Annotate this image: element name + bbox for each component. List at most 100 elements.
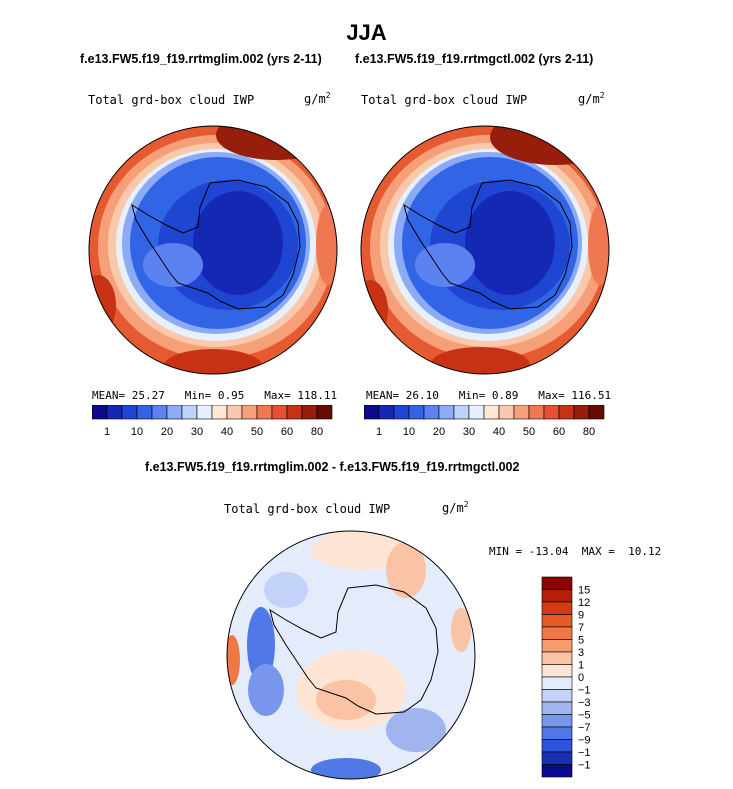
left-colorbar-label: 20 bbox=[161, 426, 173, 438]
diff-colorbar-box bbox=[541, 601, 573, 615]
diff-colorbar-box bbox=[541, 589, 573, 603]
diff-case-title: f.e13.FW5.f19_f19.rrtmglim.002 - f.e13.F… bbox=[145, 460, 520, 474]
left-colorbar-box bbox=[106, 405, 123, 420]
left-colorbar-box bbox=[286, 405, 303, 420]
right-colorbar-label: 1 bbox=[376, 426, 382, 438]
diff-colorbar-box bbox=[541, 664, 573, 678]
diff-colorbar-label: 12 bbox=[578, 597, 590, 609]
diff-colorbar-label: −12 bbox=[578, 747, 590, 759]
left-colorbar-label: 60 bbox=[281, 426, 293, 438]
right-colorbar: 1 10 20 30 40 50 60 80 bbox=[364, 405, 605, 438]
right-colorbar-box bbox=[588, 405, 605, 420]
right-colorbar-box bbox=[364, 405, 380, 420]
antarctica-coastline bbox=[403, 179, 573, 310]
left-colorbar-label: 50 bbox=[251, 426, 263, 438]
diff-variable-title: Total grd-box cloud IWP bbox=[224, 502, 391, 516]
diff-colorbar-box bbox=[541, 576, 573, 590]
right-colorbar-label: 50 bbox=[523, 426, 535, 438]
left-variable-title: Total grd-box cloud IWP bbox=[88, 93, 255, 107]
left-stats: MEAN= 25.27 Min= 0.95 Max= 118.11 bbox=[92, 389, 338, 402]
diff-colorbar-box bbox=[541, 626, 573, 640]
diff-map bbox=[226, 530, 476, 780]
right-colorbar-box bbox=[528, 405, 545, 420]
antarctica-coastline bbox=[269, 584, 439, 715]
left-colorbar-box bbox=[181, 405, 198, 420]
right-colorbar-box bbox=[468, 405, 485, 420]
right-colorbar-box bbox=[438, 405, 455, 420]
diff-colorbar-label: −15 bbox=[578, 760, 590, 772]
diff-colorbar-box bbox=[541, 639, 573, 653]
left-colorbar-box bbox=[316, 405, 333, 420]
left-colorbar-label: 30 bbox=[191, 426, 203, 438]
right-colorbar-box bbox=[498, 405, 515, 420]
right-units: g/m2 bbox=[578, 91, 605, 106]
diff-colorbar-box bbox=[541, 726, 573, 740]
right-variable-title: Total grd-box cloud IWP bbox=[361, 93, 528, 107]
left-colorbar-box bbox=[151, 405, 168, 420]
diff-colorbar-label: 15 bbox=[578, 585, 590, 597]
left-colorbar-label: 10 bbox=[131, 426, 143, 438]
diff-units: g/m2 bbox=[442, 500, 469, 515]
right-map bbox=[360, 125, 610, 375]
diff-colorbar-box bbox=[541, 689, 573, 703]
right-colorbar-box bbox=[513, 405, 530, 420]
left-colorbar-box bbox=[196, 405, 213, 420]
left-colorbar-box bbox=[301, 405, 318, 420]
left-colorbar-box bbox=[136, 405, 153, 420]
diff-colorbar-box bbox=[541, 676, 573, 690]
right-colorbar-label: 30 bbox=[463, 426, 475, 438]
right-colorbar-box bbox=[483, 405, 500, 420]
left-map bbox=[88, 125, 338, 375]
diff-colorbar-label: −3 bbox=[578, 697, 590, 709]
right-colorbar-box bbox=[558, 405, 575, 420]
diff-colorbar-label: 9 bbox=[578, 610, 584, 622]
left-colorbar-box bbox=[256, 405, 273, 420]
diff-stats: MIN = -13.04 MAX = 10.12 bbox=[489, 545, 662, 558]
right-colorbar-label: 20 bbox=[433, 426, 445, 438]
right-stats: MEAN= 26.10 Min= 0.89 Max= 116.51 bbox=[366, 389, 612, 402]
diff-colorbar-label: 0 bbox=[578, 672, 584, 684]
diff-colorbar-label: 5 bbox=[578, 635, 584, 647]
right-colorbar-label: 10 bbox=[403, 426, 415, 438]
right-case-title: f.e13.FW5.f19_f19.rrtmgctl.002 (yrs 2-11… bbox=[355, 52, 594, 66]
right-colorbar-box bbox=[393, 405, 410, 420]
right-colorbar-box bbox=[423, 405, 440, 420]
right-colorbar-label: 60 bbox=[553, 426, 565, 438]
diff-colorbar-box bbox=[541, 751, 573, 765]
left-case-title: f.e13.FW5.f19_f19.rrtmglim.002 (yrs 2-11… bbox=[80, 52, 322, 66]
diff-colorbar-box bbox=[541, 651, 573, 665]
left-colorbar-label: 1 bbox=[104, 426, 110, 438]
antarctica-coastline bbox=[131, 179, 301, 310]
left-units: g/m2 bbox=[304, 91, 331, 106]
left-colorbar-label: 40 bbox=[221, 426, 233, 438]
right-colorbar-label: 80 bbox=[583, 426, 595, 438]
right-colorbar-box bbox=[573, 405, 590, 420]
diff-colorbar-label: 1 bbox=[578, 660, 584, 672]
left-colorbar-box bbox=[271, 405, 288, 420]
left-colorbar-box bbox=[211, 405, 228, 420]
right-colorbar-box bbox=[408, 405, 425, 420]
diff-colorbar-box bbox=[541, 701, 573, 715]
diff-colorbar-box bbox=[541, 739, 573, 753]
diff-colorbar-label: 3 bbox=[578, 647, 584, 659]
left-colorbar-box bbox=[241, 405, 258, 420]
left-colorbar: 1 10 20 30 40 50 60 80 bbox=[92, 405, 333, 438]
left-colorbar-box bbox=[226, 405, 243, 420]
left-colorbar-box bbox=[92, 405, 108, 420]
diff-colorbar-box bbox=[541, 764, 573, 778]
left-colorbar-box bbox=[121, 405, 138, 420]
diff-colorbar-label: −5 bbox=[578, 710, 590, 722]
left-colorbar-box bbox=[166, 405, 183, 420]
right-colorbar-box bbox=[378, 405, 395, 420]
diff-colorbar-box bbox=[541, 714, 573, 728]
left-colorbar-label: 80 bbox=[311, 426, 323, 438]
diff-colorbar-label: −7 bbox=[578, 722, 590, 734]
right-colorbar-box bbox=[543, 405, 560, 420]
diff-colorbar-label: −9 bbox=[578, 735, 590, 747]
diff-colorbar-label: 7 bbox=[578, 622, 584, 634]
main-title: JJA bbox=[346, 20, 387, 45]
diff-colorbar-label: −1 bbox=[578, 685, 590, 697]
right-colorbar-box bbox=[453, 405, 470, 420]
diff-colorbar-box bbox=[541, 614, 573, 628]
